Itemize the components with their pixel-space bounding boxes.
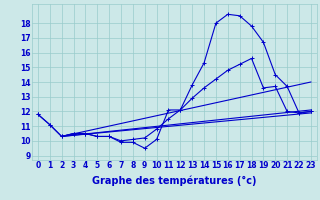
X-axis label: Graphe des températures (°c): Graphe des températures (°c)	[92, 176, 257, 186]
